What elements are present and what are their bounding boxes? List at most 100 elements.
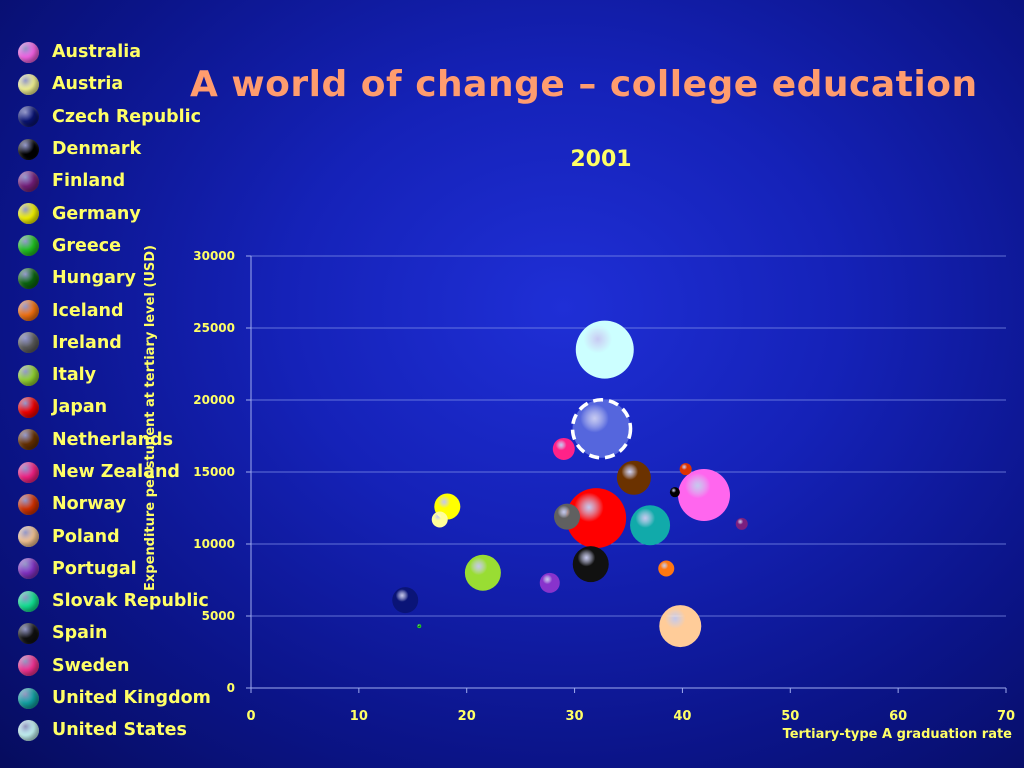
bubble-point: Finland: [735, 517, 748, 530]
legend-item: Iceland: [16, 294, 216, 326]
legend-label: Portugal: [52, 558, 137, 579]
x-tick-label: 70: [997, 709, 1015, 724]
chart-axes: [246, 255, 1007, 693]
x-tick-label: 60: [889, 709, 907, 724]
bubble-point: Norway: [679, 463, 692, 476]
bubble-point: Denmark: [669, 487, 680, 498]
bubble-point: Poland: [659, 605, 702, 648]
legend-swatch: [18, 267, 39, 289]
legend-label: Czech Republic: [52, 106, 202, 127]
x-tick-label: 10: [350, 709, 368, 724]
y-axis-label: Expenditure per student at tertiary leve…: [143, 245, 158, 591]
legend-swatch: [18, 41, 39, 63]
legend-item: Greece: [16, 230, 216, 262]
y-tick-label: 0: [227, 681, 235, 695]
legend-label: Spain: [52, 623, 108, 644]
legend-item: Austria: [16, 68, 216, 100]
legend-label: Austria: [52, 74, 124, 95]
legend-item: Norway: [16, 488, 216, 520]
bubble-point: New Zealand: [552, 437, 575, 460]
legend-label: Iceland: [52, 300, 124, 321]
legend-label: Denmark: [52, 139, 142, 160]
legend-swatch: [18, 203, 39, 225]
legend-swatch: [18, 106, 39, 128]
legend-swatch: [18, 235, 39, 257]
bubble-point: Iceland: [658, 560, 675, 577]
legend-item: Czech Republic: [16, 101, 216, 133]
x-tick-label: 50: [781, 709, 799, 724]
legend-swatch: [18, 590, 39, 612]
bubble-point: Czech Republic: [392, 587, 419, 614]
legend-swatch: [18, 461, 39, 483]
bubble-point: United States: [575, 320, 634, 379]
chart-subtitle: 2001: [570, 147, 631, 172]
highlight-bubble: [570, 398, 633, 460]
y-tick-label: 25000: [193, 321, 235, 335]
legend-item: Hungary: [16, 262, 216, 294]
legend-swatch: [18, 332, 39, 354]
legend-swatch: [18, 364, 39, 386]
legend-item: United States: [16, 714, 216, 746]
legend-label: Finland: [52, 171, 126, 192]
legend-item: Sweden: [16, 650, 216, 682]
legend-swatch: [18, 300, 39, 322]
legend-item: Netherlands: [16, 424, 216, 456]
x-tick-label: 0: [246, 709, 255, 724]
bubble-point: Ireland: [554, 503, 581, 530]
legend-swatch: [18, 558, 39, 580]
bubble-point: Japan: [566, 488, 627, 549]
legend-swatch: [18, 429, 39, 451]
legend-swatch: [18, 719, 39, 741]
legend-label: Germany: [52, 203, 141, 224]
legend: Australia Austria Czech Republic Denmark Fin…: [16, 36, 216, 747]
legend-item: New Zealand: [16, 456, 216, 488]
legend-item: Germany: [16, 197, 216, 229]
y-tick-label: 20000: [193, 393, 235, 407]
chart-bubbles: Japan United States Australia Poland United …: [392, 320, 748, 648]
legend-label: Norway: [52, 494, 127, 515]
y-tick-label: 10000: [193, 537, 235, 551]
bubble-point: Austria: [431, 511, 448, 528]
legend-swatch: [18, 73, 39, 95]
legend-item: Japan: [16, 391, 216, 423]
legend-label: Slovak Republic: [52, 591, 209, 612]
chart-tick-labels: 0 5000 10000 15000 20000 25000 30000 0 10 20 30 40 5…: [193, 249, 1015, 724]
legend-item: Denmark: [16, 133, 216, 165]
legend-swatch: [18, 138, 39, 160]
bubble-point: Netherlands: [616, 460, 651, 495]
legend-label: New Zealand: [52, 462, 180, 482]
legend-label: Italy: [52, 365, 97, 386]
legend-swatch: [18, 687, 39, 709]
legend-label: Australia: [52, 42, 142, 63]
legend-item: Australia: [16, 36, 216, 68]
bubble-point: Italy: [464, 554, 501, 591]
x-tick-label: 20: [458, 709, 476, 724]
legend-swatch: [18, 622, 39, 644]
bubble-point: Spain: [572, 546, 609, 583]
legend-item: Finland: [16, 165, 216, 197]
bubble-point: United Kingdom: [630, 505, 671, 546]
legend-item: Spain: [16, 617, 216, 649]
legend-swatch: [18, 396, 39, 418]
bubble-point: Hungary: [418, 625, 421, 628]
legend-label: Japan: [52, 397, 108, 418]
y-tick-label: 15000: [193, 465, 235, 479]
x-axis-label: Tertiary-type A graduation rate: [783, 727, 1013, 742]
legend-label: Hungary: [52, 268, 136, 289]
legend-swatch: [18, 655, 39, 677]
legend-label: Sweden: [52, 655, 130, 676]
legend-label: Ireland: [52, 332, 122, 353]
bubble-point: Australia: [678, 469, 730, 522]
legend-item: Portugal: [16, 553, 216, 585]
legend-item: Slovak Republic: [16, 585, 216, 617]
bubble-point: Portugal: [539, 572, 560, 593]
legend-item: Ireland: [16, 327, 216, 359]
legend-item: Italy: [16, 359, 216, 391]
legend-swatch: [18, 170, 39, 192]
x-tick-label: 40: [673, 709, 691, 724]
y-tick-label: 30000: [193, 249, 235, 263]
y-tick-label: 5000: [202, 609, 235, 623]
legend-item: Poland: [16, 520, 216, 552]
legend-label: United Kingdom: [52, 688, 211, 709]
